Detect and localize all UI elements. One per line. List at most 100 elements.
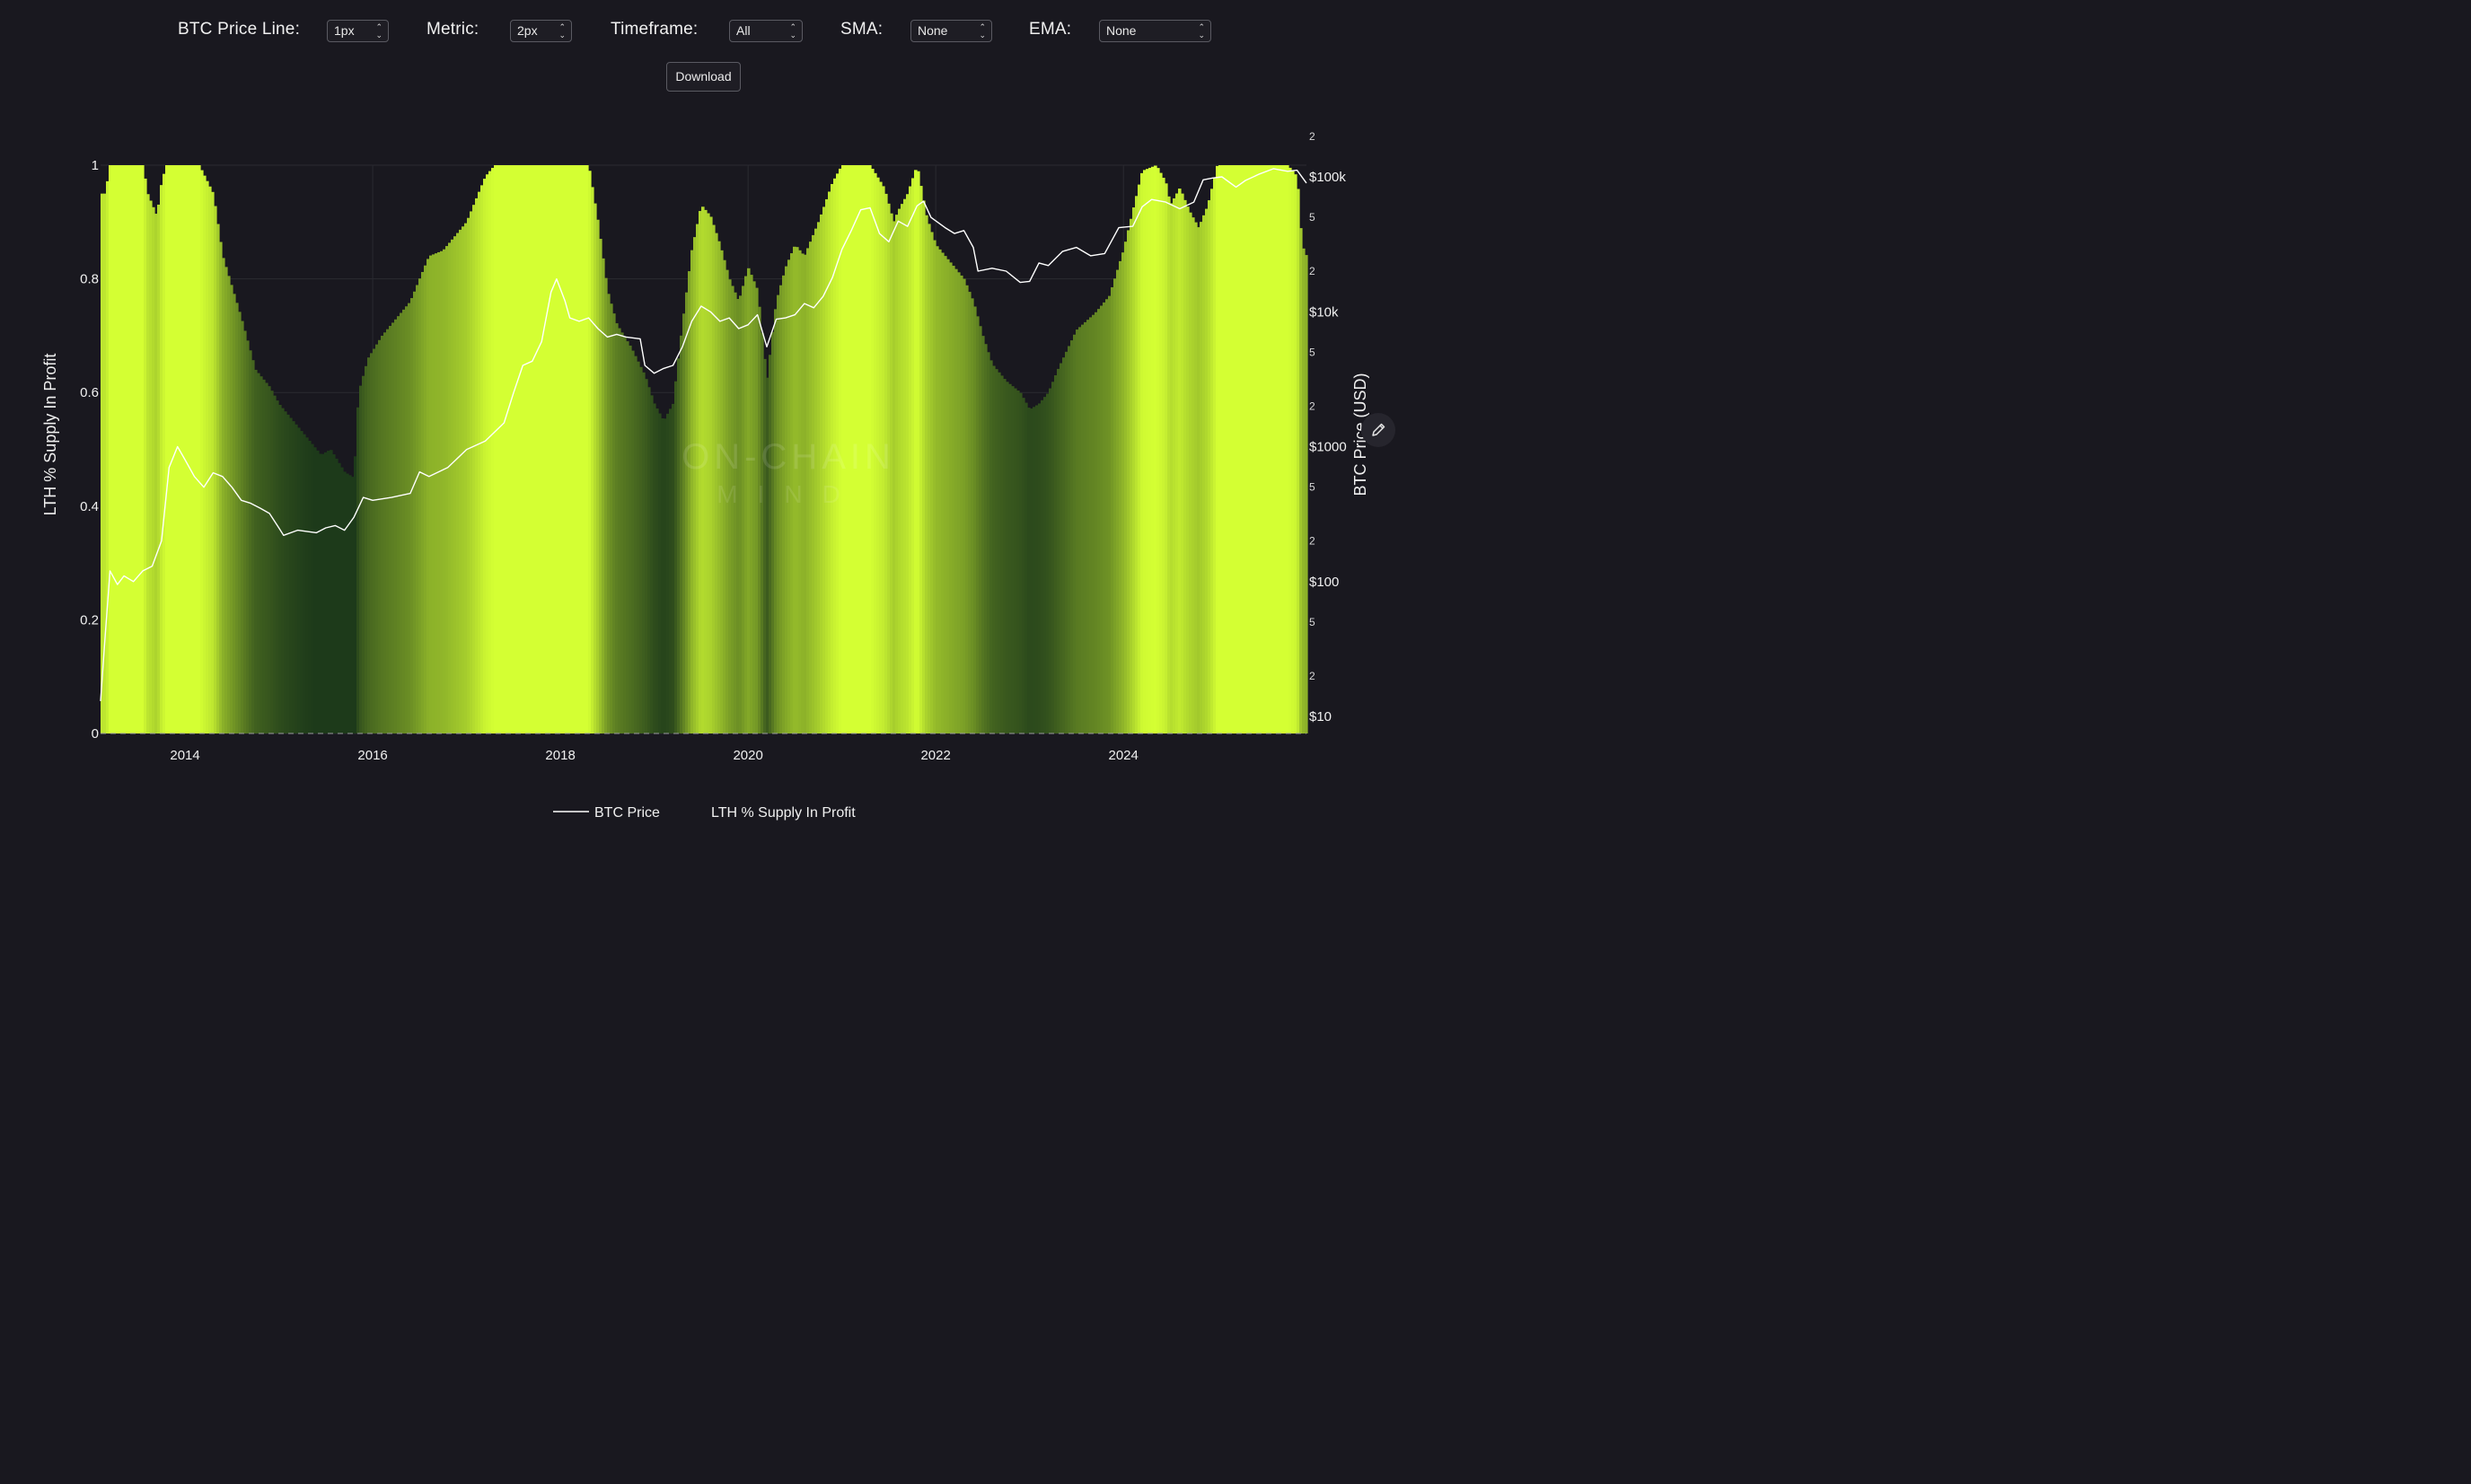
legend-label-lth-supply[interactable]: LTH % Supply In Profit: [711, 805, 856, 821]
y-right-minor-tick-label: 2: [1309, 265, 1315, 277]
metric-bar: [308, 440, 312, 733]
metric-bar: [203, 175, 207, 734]
metric-bar: [938, 249, 942, 733]
metric-bar: [763, 358, 767, 733]
metric-bar: [685, 292, 689, 733]
sma-select[interactable]: None ⌃ ⌄: [910, 20, 992, 42]
y-right-minor-tick-label: 2: [1309, 535, 1315, 548]
watermark-line2: MIND: [717, 480, 860, 508]
watermark-line1: ON-CHAIN: [682, 437, 895, 477]
metric-bar: [946, 259, 950, 733]
y-axis-right: $10 $100 $1000 $10k $100k 2 5 2 5 2 5 2 5 2: [1309, 130, 1347, 724]
price-line-select[interactable]: 1px ⌃ ⌄: [327, 20, 389, 42]
x-tick-label: 2018: [545, 748, 575, 763]
metric-bar: [1218, 165, 1222, 733]
legend: BTC Price LTH % Supply In Profit: [553, 805, 856, 821]
metric-bar: [1267, 165, 1271, 733]
metric-bar: [459, 229, 462, 733]
metric-bar: [163, 173, 166, 733]
metric-bar: [882, 186, 885, 734]
metric-bar: [1022, 398, 1025, 733]
metric-bar: [238, 312, 242, 733]
metric-bar: [319, 453, 322, 733]
metric-bar: [106, 180, 110, 733]
metric-bar: [1113, 278, 1117, 733]
metric-bar: [634, 356, 638, 733]
metric-bar: [1286, 165, 1289, 733]
metric-bar: [330, 450, 333, 733]
timeframe-select[interactable]: All ⌃ ⌄: [729, 20, 803, 42]
metric-bar: [394, 319, 398, 733]
metric-bar: [647, 387, 651, 733]
metric-bar: [1121, 252, 1125, 733]
metric-bar: [230, 285, 233, 733]
btc-price-series: [100, 168, 1307, 701]
metric-bar: [1068, 346, 1071, 733]
y-right-tick-label: $10k: [1309, 304, 1339, 320]
metric-bar: [561, 165, 565, 733]
metric-bar: [451, 239, 454, 733]
y-right-minor-tick-label: 2: [1309, 130, 1315, 143]
metric-select[interactable]: 2px ⌃ ⌄: [510, 20, 572, 42]
metric-bar: [1084, 321, 1087, 733]
edit-button[interactable]: [1361, 413, 1395, 447]
metric-bar: [1280, 165, 1284, 733]
metric-bar: [898, 208, 901, 733]
metric-bar: [610, 303, 613, 733]
metric-bar: [887, 203, 891, 734]
metric-bar: [1016, 390, 1020, 733]
metric-bar: [952, 266, 955, 733]
metric-bar: [128, 165, 131, 733]
metric-bar: [408, 303, 411, 733]
metric-bar: [1111, 286, 1114, 733]
metric-bar: [661, 417, 664, 733]
metric-bar: [187, 165, 190, 733]
metric-bar: [1240, 165, 1244, 733]
metric-bar: [421, 271, 425, 733]
metric-bar: [268, 386, 271, 733]
metric-bar: [583, 165, 586, 733]
metric-bar: [812, 234, 815, 733]
metric-bar: [960, 275, 963, 733]
metric-bar: [1156, 168, 1160, 733]
metric-bar: [833, 178, 837, 733]
metric-bar: [796, 247, 799, 733]
metric-bar: [1127, 230, 1130, 733]
metric-bar: [901, 204, 904, 734]
metric-bar: [176, 165, 180, 733]
metric-bar: [1262, 165, 1265, 733]
metric-bar: [378, 339, 382, 733]
metric-bar: [720, 250, 724, 733]
metric-bar: [1175, 193, 1179, 734]
metric-bar: [933, 240, 937, 733]
metric-bar: [235, 303, 239, 733]
metric-bar: [1259, 165, 1262, 733]
metric-bar: [338, 462, 341, 733]
metric-bar: [494, 165, 497, 733]
metric-bar: [467, 217, 470, 734]
x-tick-label: 2024: [1109, 748, 1139, 763]
metric-bar: [1256, 165, 1260, 733]
metric-bar: [1132, 207, 1136, 734]
metric-bar: [602, 258, 605, 733]
metric-bar: [184, 165, 188, 733]
metric-bar: [1073, 334, 1077, 733]
metric-bar: [497, 165, 500, 733]
metric-bar: [594, 203, 597, 734]
metric-bar: [1167, 196, 1171, 734]
metric-bar: [895, 215, 899, 733]
metric-bar: [254, 369, 258, 733]
metric-bar: [122, 165, 126, 733]
metric-bar: [607, 294, 611, 733]
metric-bar: [860, 165, 864, 733]
metric-bar: [1186, 206, 1190, 733]
metric-bar: [1178, 189, 1182, 733]
metric-bar: [620, 332, 624, 733]
download-button[interactable]: Download: [666, 62, 741, 92]
ema-select[interactable]: None ⌃ ⌄: [1099, 20, 1211, 42]
metric-bar: [717, 241, 721, 733]
metric-bar: [569, 165, 573, 733]
metric-bar: [1051, 382, 1055, 733]
metric-bar: [941, 252, 945, 733]
legend-label-btc-price[interactable]: BTC Price: [594, 805, 660, 821]
